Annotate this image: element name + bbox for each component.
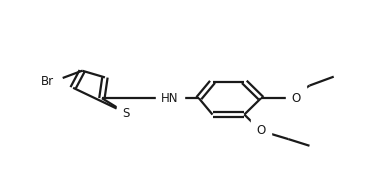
Text: O: O [291,92,301,105]
Text: Br: Br [41,75,54,88]
Text: O: O [256,124,265,137]
Text: HN: HN [161,92,179,105]
Text: S: S [122,107,130,120]
